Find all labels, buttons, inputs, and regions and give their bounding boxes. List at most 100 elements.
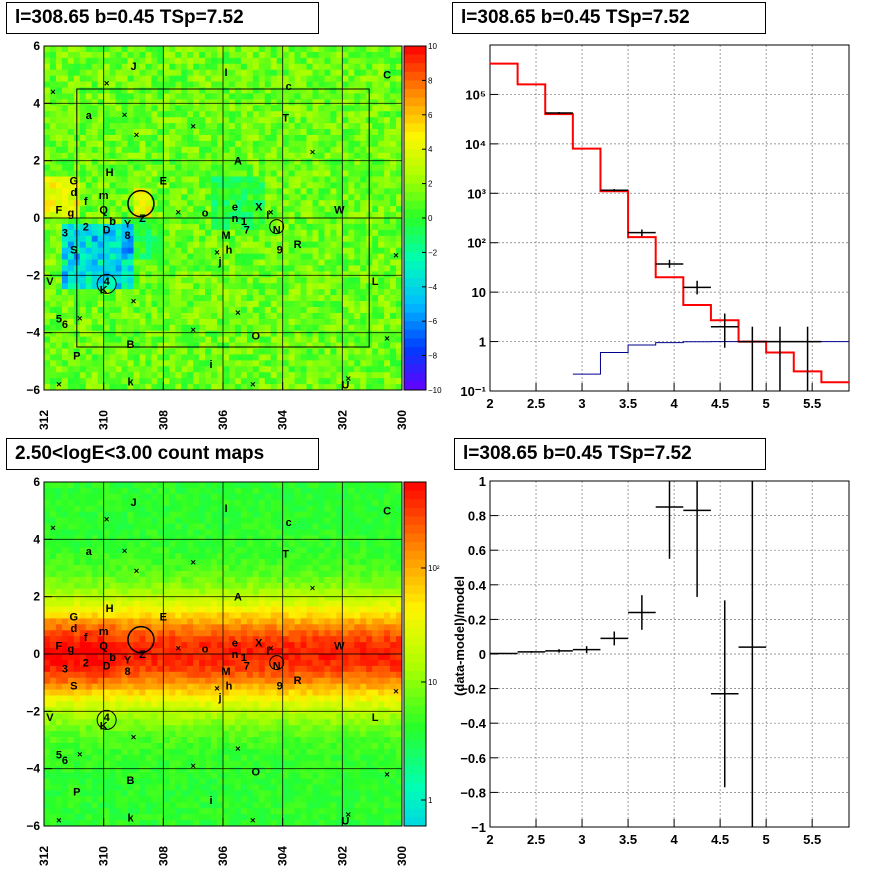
map-pixel xyxy=(270,212,278,219)
map-pixel xyxy=(127,354,134,361)
map-pixel xyxy=(264,123,272,130)
map-pixel xyxy=(55,529,63,536)
map-pixel xyxy=(234,194,242,201)
map-pixel xyxy=(264,63,272,71)
map-pixel xyxy=(240,372,248,379)
map-pixel xyxy=(342,318,349,326)
map-pixel xyxy=(270,105,278,112)
map-pixel xyxy=(252,366,260,373)
map-pixel xyxy=(44,505,51,513)
map-pixel xyxy=(79,754,87,762)
map-pixel xyxy=(85,553,93,560)
map-pixel xyxy=(282,87,290,94)
map-pixel xyxy=(348,283,355,290)
map-pixel xyxy=(79,164,87,171)
map-pixel xyxy=(360,295,367,302)
map-pixel xyxy=(67,742,75,750)
map-pixel xyxy=(55,689,63,696)
map-pixel xyxy=(151,342,158,349)
map-pixel xyxy=(44,188,51,195)
map-pixel xyxy=(318,312,325,320)
map-pixel xyxy=(288,265,295,272)
map-pixel xyxy=(217,75,224,82)
map-pixel xyxy=(234,348,242,355)
map-pixel xyxy=(49,636,57,643)
map-pixel xyxy=(163,701,170,708)
map-pixel xyxy=(187,99,194,106)
map-pixel xyxy=(103,618,111,625)
map-pixel xyxy=(97,482,105,489)
map-pixel xyxy=(228,342,236,349)
map-pixel xyxy=(145,820,152,827)
map-pixel xyxy=(294,312,301,320)
source-label: V xyxy=(46,276,54,288)
map-pixel xyxy=(270,384,278,391)
map-pixel xyxy=(115,123,122,130)
map-pixel xyxy=(211,229,218,237)
map-pixel xyxy=(234,312,242,320)
map-pixel xyxy=(252,69,260,77)
map-pixel xyxy=(390,164,397,171)
map-pixel xyxy=(49,158,57,166)
map-pixel xyxy=(390,81,397,88)
map-pixel xyxy=(264,318,272,326)
map-pixel xyxy=(366,75,373,82)
map-pixel xyxy=(133,289,140,296)
map-pixel xyxy=(139,487,146,495)
map-pixel xyxy=(44,600,51,607)
map-pixel xyxy=(372,229,379,237)
map-pixel xyxy=(163,541,170,548)
map-pixel xyxy=(264,289,272,296)
source-label: 7 xyxy=(244,224,250,236)
map-pixel xyxy=(44,63,51,71)
map-pixel xyxy=(103,742,111,750)
map-pixel xyxy=(145,487,152,495)
map-pixel xyxy=(205,200,212,207)
colorbar-tick-label: −6 xyxy=(428,317,438,326)
map-pixel xyxy=(55,63,63,71)
map-pixel xyxy=(85,271,93,278)
map-pixel xyxy=(97,330,105,338)
map-pixel xyxy=(44,814,51,821)
map-pixel xyxy=(193,312,200,320)
map-cross xyxy=(190,327,196,333)
map-pixel xyxy=(145,523,152,530)
map-pixel xyxy=(55,683,63,690)
map-pixel xyxy=(282,271,290,278)
map-pixel xyxy=(49,295,57,302)
map-pixel xyxy=(336,223,343,231)
map-pixel xyxy=(240,241,248,249)
map-pixel xyxy=(85,576,93,584)
map-pixel xyxy=(97,312,105,320)
map-pixel xyxy=(306,324,313,332)
map-pixel xyxy=(223,87,230,94)
map-pixel xyxy=(121,487,128,495)
map-pixel xyxy=(79,200,87,207)
map-pixel xyxy=(169,707,176,714)
map-pixel xyxy=(151,306,158,314)
map-pixel xyxy=(396,342,403,349)
map-pixel xyxy=(121,731,128,738)
map-pixel xyxy=(217,283,224,290)
map-pixel xyxy=(109,111,116,118)
map-pixel xyxy=(300,81,307,88)
map-pixel xyxy=(199,69,206,77)
map-pixel xyxy=(127,152,134,160)
map-pixel xyxy=(240,336,248,343)
source-label: k xyxy=(127,376,134,388)
map-pixel xyxy=(252,241,260,249)
map-pixel xyxy=(73,57,81,65)
map-pixel xyxy=(234,306,242,314)
map-pixel xyxy=(85,731,93,738)
map-pixel xyxy=(372,318,379,326)
map-pixel xyxy=(79,57,87,65)
map-pixel xyxy=(318,117,325,124)
map-pixel xyxy=(246,182,254,189)
map-pixel xyxy=(205,295,212,302)
map-pixel xyxy=(264,301,272,308)
map-pixel xyxy=(228,295,236,302)
map-pixel xyxy=(228,146,236,154)
map-pixel xyxy=(312,235,319,243)
map-pixel xyxy=(211,63,218,71)
map-pixel xyxy=(85,612,93,619)
